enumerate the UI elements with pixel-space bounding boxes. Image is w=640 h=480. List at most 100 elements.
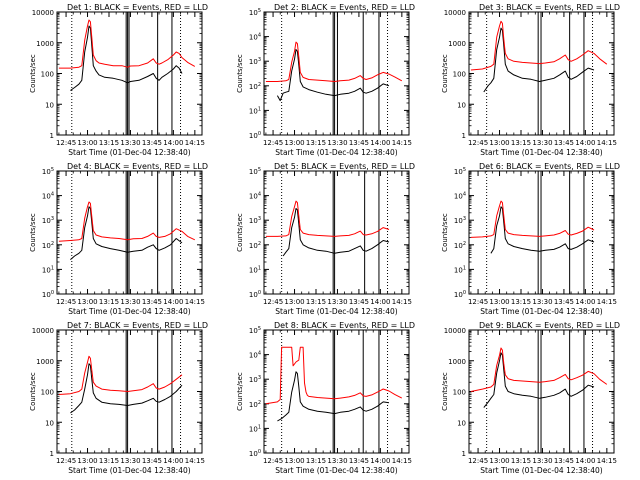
x-tick-label: 14:00 — [575, 139, 595, 147]
x-tick-label: 14:15 — [185, 457, 205, 465]
events-series-line — [70, 206, 183, 260]
y-axis-label: Counts/sec — [441, 54, 449, 93]
x-tick-label: 13:30 — [532, 457, 552, 465]
detector-panel: 10000 1000 100 10 112:45 13:00 13:15 13:30 13:45… — [441, 3, 620, 157]
x-tick-label: 13:45 — [142, 298, 162, 306]
y-tick-label: 105 — [249, 8, 261, 17]
y-tick-label: 103 — [249, 216, 261, 225]
x-tick-label: 13:15 — [99, 139, 119, 147]
y-tick-label: 104 — [249, 351, 261, 360]
y-tick-label: 104 — [249, 33, 261, 42]
x-tick-label: 13:30 — [120, 457, 140, 465]
x-tick-label: 13:15 — [306, 298, 326, 306]
y-tick-label: 10000 — [32, 9, 54, 17]
plot-frame — [263, 170, 410, 295]
y-tick-label: 104 — [42, 192, 54, 201]
y-tick-label: 103 — [249, 57, 261, 66]
x-tick-label: 13:00 — [77, 298, 97, 306]
y-tick-label: 100 — [41, 71, 54, 79]
y-tick-label: 10000 — [32, 327, 54, 335]
y-tick-label: 100 — [453, 389, 466, 397]
x-tick-label: 13:30 — [532, 139, 552, 147]
x-tick-label: 13:00 — [489, 139, 509, 147]
y-tick-label: 10000 — [444, 327, 466, 335]
lld-series-line — [470, 200, 595, 238]
events-series-line — [490, 206, 595, 254]
x-tick-label: 13:00 — [284, 298, 304, 306]
detector-panel: 10000 1000 100 10 112:45 13:00 13:15 13:30 13:45… — [29, 321, 208, 475]
y-axis-label: Counts/sec — [441, 213, 449, 252]
x-tick-label: 12:45 — [468, 139, 488, 147]
lld-series-line — [58, 201, 196, 242]
x-tick-label: 14:15 — [185, 139, 205, 147]
x-axis-label: Start Time (01-Dec-04 12:38:40) — [275, 466, 397, 475]
x-tick-label: 13:00 — [489, 457, 509, 465]
events-series-line — [70, 25, 183, 91]
y-axis-label: Counts/sec — [236, 372, 244, 411]
panel-title: Det 4: BLACK = Events, RED = LLD — [67, 162, 208, 171]
y-axis-label: Counts/sec — [236, 54, 244, 93]
y-tick-label: 101 — [42, 265, 54, 274]
y-tick-label: 1 — [50, 450, 54, 458]
y-tick-label: 1000 — [36, 40, 54, 48]
x-tick-label: 12:45 — [56, 457, 76, 465]
x-tick-label: 13:15 — [511, 457, 531, 465]
x-tick-label: 13:15 — [306, 457, 326, 465]
x-tick-label: 13:15 — [511, 139, 531, 147]
x-tick-label: 14:00 — [163, 457, 183, 465]
x-tick-label: 13:00 — [77, 139, 97, 147]
lld-series-line — [58, 355, 183, 395]
x-axis-label: Start Time (01-Dec-04 12:38:40) — [275, 307, 397, 316]
x-tick-label: 12:45 — [468, 298, 488, 306]
y-tick-label: 10 — [45, 419, 54, 427]
plot-frame — [263, 11, 410, 136]
y-tick-label: 10 — [457, 419, 466, 427]
y-tick-label: 10000 — [444, 9, 466, 17]
x-tick-label: 13:30 — [120, 139, 140, 147]
y-tick-label: 100 — [41, 389, 54, 397]
panel-title: Det 6: BLACK = Events, RED = LLD — [479, 162, 620, 171]
x-tick-label: 12:45 — [468, 457, 488, 465]
x-tick-label: 13:30 — [327, 298, 347, 306]
y-tick-label: 100 — [249, 449, 261, 458]
detector-panel: 10000 1000 100 10 112:45 13:00 13:15 13:30 13:45… — [441, 321, 620, 475]
x-tick-label: 13:30 — [120, 298, 140, 306]
y-axis-label: Counts/sec — [441, 372, 449, 411]
y-tick-label: 103 — [42, 216, 54, 225]
y-axis-label: Counts/sec — [29, 372, 37, 411]
x-tick-label: 14:15 — [597, 139, 617, 147]
y-tick-label: 104 — [249, 192, 261, 201]
x-tick-label: 13:15 — [511, 298, 531, 306]
y-tick-label: 103 — [249, 375, 261, 384]
y-tick-label: 100 — [249, 290, 261, 299]
events-series-line — [70, 363, 183, 414]
lld-series-line — [470, 20, 608, 71]
x-tick-label: 12:45 — [263, 457, 283, 465]
x-axis-label: Start Time (01-Dec-04 12:38:40) — [68, 466, 190, 475]
y-tick-label: 104 — [454, 192, 466, 201]
y-tick-label: 105 — [454, 167, 466, 176]
plot-frame — [263, 329, 410, 454]
x-tick-label: 13:15 — [99, 298, 119, 306]
events-series-line — [483, 352, 595, 408]
y-axis-label: Counts/sec — [29, 54, 37, 93]
x-tick-label: 12:45 — [56, 298, 76, 306]
y-tick-label: 101 — [454, 265, 466, 274]
y-tick-label: 1000 — [448, 358, 466, 366]
detector-panel: 10000 1000 100 10 112:45 13:00 13:15 13:30 13:45… — [29, 3, 208, 157]
panel-title: Det 7: BLACK = Events, RED = LLD — [67, 321, 208, 330]
x-tick-label: 13:00 — [77, 457, 97, 465]
x-axis-label: Start Time (01-Dec-04 12:38:40) — [480, 307, 602, 316]
y-tick-label: 1000 — [448, 40, 466, 48]
x-tick-label: 13:45 — [142, 139, 162, 147]
x-tick-label: 14:15 — [392, 298, 412, 306]
y-tick-label: 103 — [454, 216, 466, 225]
x-tick-label: 13:45 — [554, 139, 574, 147]
x-tick-label: 14:00 — [370, 298, 390, 306]
y-tick-label: 101 — [249, 265, 261, 274]
y-tick-label: 102 — [249, 400, 261, 409]
